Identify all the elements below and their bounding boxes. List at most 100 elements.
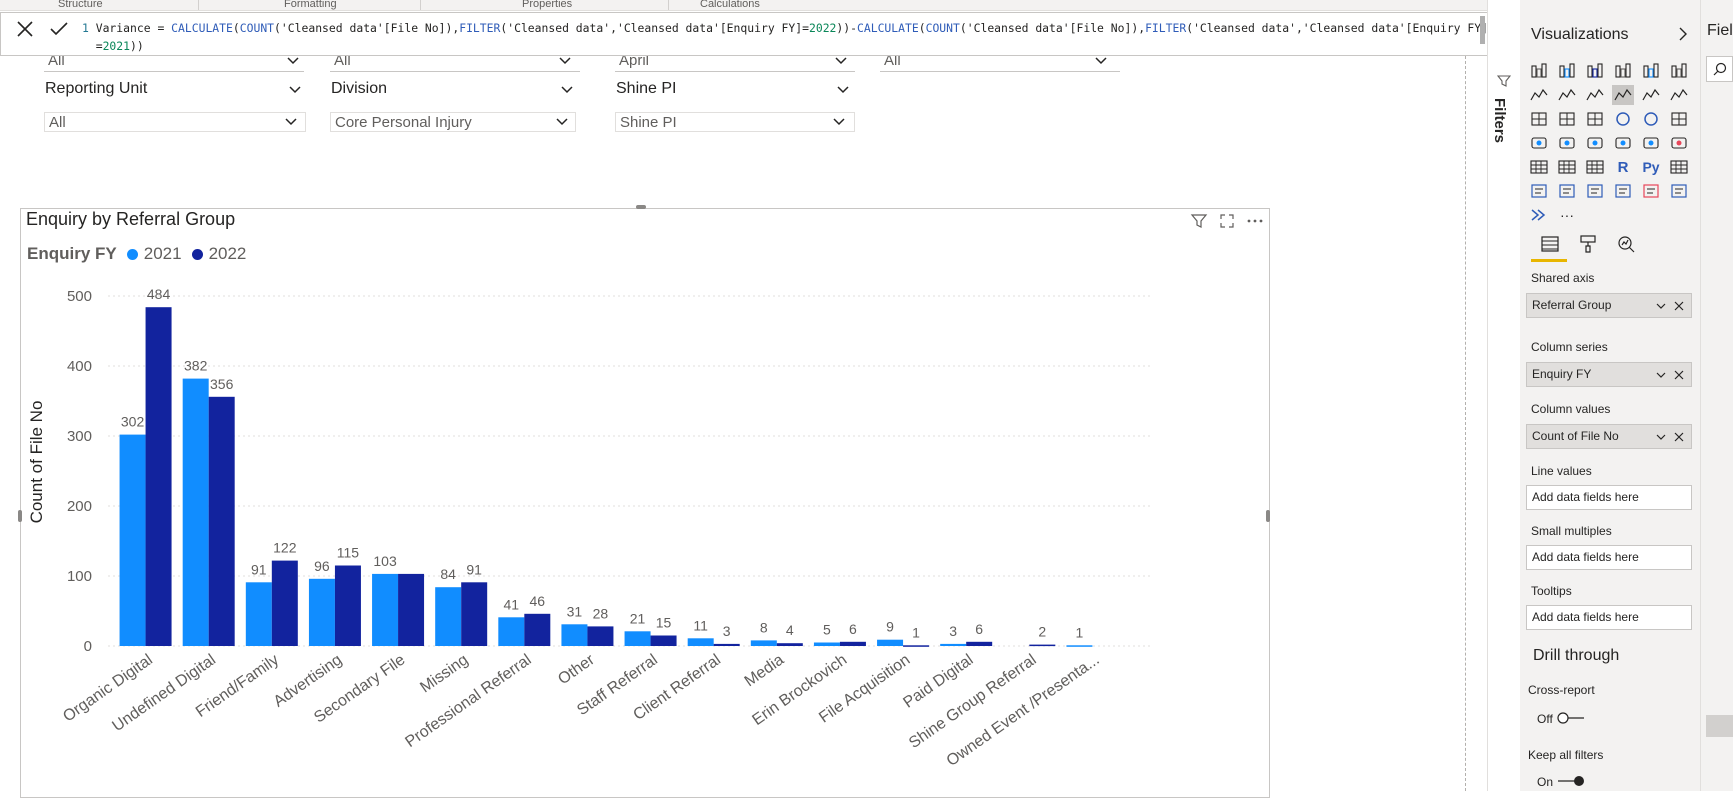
- fields-search-input[interactable]: [1706, 56, 1733, 82]
- column-series-well[interactable]: Enquiry FY: [1526, 362, 1692, 387]
- chevron-down-icon[interactable]: [560, 83, 574, 97]
- line-values-well[interactable]: Add data fields here: [1526, 485, 1692, 510]
- remove-field-icon[interactable]: [1673, 300, 1685, 312]
- more-visuals-icon[interactable]: ···: [1556, 205, 1578, 225]
- card-icon[interactable]: [1612, 133, 1634, 153]
- bar-2021[interactable]: [1066, 645, 1093, 647]
- scatter-icon[interactable]: [1584, 109, 1606, 129]
- bar-2022[interactable]: [461, 582, 488, 646]
- slicer-dropdown[interactable]: All: [330, 50, 580, 72]
- commit-formula-button[interactable]: [48, 18, 70, 40]
- line-stacked-column-icon[interactable]: [1640, 85, 1662, 105]
- bar-2021[interactable]: [561, 624, 588, 646]
- table-icon[interactable]: [1556, 157, 1578, 177]
- chevron-double-icon[interactable]: [1528, 205, 1550, 225]
- bar-2022[interactable]: [966, 641, 993, 646]
- power-automate-icon[interactable]: [1668, 181, 1690, 201]
- slicer-dropdown[interactable]: All: [44, 50, 304, 72]
- chevron-down-icon[interactable]: [286, 54, 300, 68]
- formula-bar[interactable]: [0, 12, 1490, 56]
- focus-mode-icon[interactable]: [1218, 212, 1236, 230]
- bar-2021[interactable]: [308, 578, 335, 646]
- kpi-icon[interactable]: [1668, 133, 1690, 153]
- formula-scrollbar[interactable]: [1480, 16, 1485, 44]
- power-apps-icon[interactable]: [1640, 181, 1662, 201]
- bar-2021[interactable]: [498, 617, 525, 646]
- reporting-unit-dropdown[interactable]: All: [44, 112, 306, 132]
- map-icon[interactable]: [1528, 133, 1550, 153]
- legend-label-2022[interactable]: 2022: [208, 244, 247, 263]
- remove-field-icon[interactable]: [1673, 431, 1685, 443]
- filters-label[interactable]: Filters: [1491, 98, 1508, 144]
- chevron-down-icon[interactable]: [288, 83, 302, 97]
- column-values-well[interactable]: Count of File No: [1526, 424, 1692, 449]
- bar-2022[interactable]: [145, 307, 172, 646]
- stacked-bar-icon[interactable]: [1528, 61, 1550, 81]
- division-dropdown[interactable]: Core Personal Injury: [330, 112, 576, 132]
- bar-2021[interactable]: [877, 639, 904, 646]
- filter-icon[interactable]: [1190, 212, 1208, 230]
- bar-2021[interactable]: [245, 582, 272, 646]
- bar-2021[interactable]: [813, 642, 840, 647]
- resize-handle-right[interactable]: [1266, 510, 1270, 522]
- line-chart-icon[interactable]: [1528, 85, 1550, 105]
- cross-report-toggle[interactable]: [1556, 710, 1586, 726]
- area-chart-icon[interactable]: [1556, 85, 1578, 105]
- bar-2021[interactable]: [182, 378, 209, 646]
- bar-2021[interactable]: [940, 643, 967, 646]
- bar-2022[interactable]: [713, 643, 740, 646]
- chevron-down-icon[interactable]: [834, 54, 848, 68]
- pie-icon[interactable]: [1612, 109, 1634, 129]
- bar-2022[interactable]: [587, 626, 614, 646]
- chevron-down-icon[interactable]: [284, 115, 298, 129]
- bar-2021[interactable]: [750, 640, 777, 646]
- bar-2022[interactable]: [524, 613, 551, 646]
- chevron-down-icon[interactable]: [1655, 369, 1667, 381]
- bar-2021[interactable]: [372, 573, 399, 646]
- bar-2022[interactable]: [208, 396, 235, 646]
- funnel-icon[interactable]: [1556, 109, 1578, 129]
- 100-stacked-bar-icon[interactable]: [1640, 61, 1662, 81]
- chevron-down-icon[interactable]: [1094, 54, 1108, 68]
- stacked-area-icon[interactable]: [1584, 85, 1606, 105]
- bar-2021[interactable]: [624, 631, 651, 646]
- chevron-right-icon[interactable]: [1676, 26, 1690, 42]
- keep-filters-toggle[interactable]: [1556, 773, 1586, 789]
- slicer-dropdown[interactable]: April: [615, 50, 855, 72]
- dax-formula-editor[interactable]: 1 Variance = CALCULATE(COUNT('Cleansed d…: [82, 19, 1488, 55]
- fields-tab-icon[interactable]: [1540, 234, 1560, 254]
- slicer-dropdown[interactable]: All: [880, 50, 1120, 72]
- filled-map-icon[interactable]: [1556, 133, 1578, 153]
- bar-2022[interactable]: [334, 565, 361, 647]
- chevron-down-icon[interactable]: [832, 115, 846, 129]
- paginated-report-icon[interactable]: [1612, 181, 1634, 201]
- bars[interactable]: [119, 307, 1093, 647]
- stacked-column-icon[interactable]: [1556, 61, 1578, 81]
- tooltips-well[interactable]: Add data fields here: [1526, 605, 1692, 630]
- ribbon-chart-icon[interactable]: [1668, 85, 1690, 105]
- shared-axis-well[interactable]: Referral Group: [1526, 293, 1692, 318]
- bar-2022[interactable]: [903, 645, 930, 647]
- chevron-down-icon[interactable]: [836, 83, 850, 97]
- bar-2021[interactable]: [687, 638, 714, 646]
- bar-2022[interactable]: [776, 643, 803, 646]
- chevron-down-icon[interactable]: [1655, 431, 1667, 443]
- decomposition-tree-icon[interactable]: [1528, 181, 1550, 201]
- key-influencers-icon[interactable]: [1668, 157, 1690, 177]
- bar-2022[interactable]: [1029, 644, 1056, 647]
- chevron-down-icon[interactable]: [558, 54, 572, 68]
- chevron-down-icon[interactable]: [555, 115, 569, 129]
- analytics-icon[interactable]: [1616, 234, 1636, 254]
- remove-field-icon[interactable]: [1673, 369, 1685, 381]
- resize-handle-left[interactable]: [18, 510, 22, 522]
- qa-icon[interactable]: [1556, 181, 1578, 201]
- bar-2022[interactable]: [271, 560, 298, 646]
- pane-scroll-thumb[interactable]: [1706, 715, 1733, 737]
- resize-handle-top[interactable]: [636, 205, 646, 209]
- donut-icon[interactable]: [1640, 109, 1662, 129]
- clustered-column-icon[interactable]: [1612, 61, 1634, 81]
- cancel-formula-button[interactable]: [14, 18, 36, 40]
- multi-row-card-icon[interactable]: [1640, 133, 1662, 153]
- small-multiples-well[interactable]: Add data fields here: [1526, 545, 1692, 570]
- chevron-down-icon[interactable]: [1655, 300, 1667, 312]
